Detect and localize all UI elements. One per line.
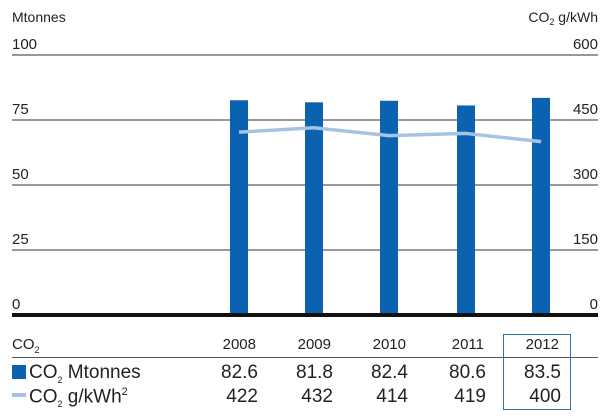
table-separator: [12, 357, 598, 358]
table-year-2008: 2008: [222, 336, 256, 353]
table-cell: 82.4: [371, 362, 408, 383]
table-cell: 432: [301, 386, 333, 407]
left-tick-label: 100: [12, 36, 37, 53]
highlight-box-2012: [503, 334, 571, 410]
right-tick-label: 450: [573, 101, 598, 118]
table-cell: 422: [226, 386, 258, 407]
right-tick-label: 300: [573, 166, 598, 183]
bar-2012: [532, 97, 550, 316]
bar-2011: [457, 105, 475, 315]
table-cell: 80.6: [449, 362, 486, 383]
bar-2008: [230, 100, 248, 316]
right-axis-title: CO2 g/kWh: [528, 9, 598, 27]
table-year-2011: 2011: [451, 336, 484, 353]
line-swatch-icon: [12, 393, 26, 398]
table-row-label: CO2 Mtonnes: [12, 362, 141, 385]
table-cell: 414: [376, 386, 408, 407]
right-tick-label: 0: [590, 296, 598, 313]
bar-swatch-icon: [12, 365, 26, 379]
left-tick-label: 0: [12, 296, 20, 313]
table-cell: 81.8: [296, 362, 333, 383]
table-cell: 419: [454, 386, 486, 407]
table-row-gkwh: CO2 g/kWh2 422 432 414 419 400: [0, 386, 609, 409]
bar-2010: [380, 100, 398, 315]
table-header-label: CO2: [12, 336, 40, 355]
right-tick-label: 150: [573, 231, 598, 248]
table-cell: 400: [529, 386, 561, 407]
table-year-2010: 2010: [372, 336, 406, 353]
co2-chart: Mtonnes CO2 g/kWh 100 600 75 450 50 300 25 150 0 0: [12, 9, 598, 317]
table-cell: 83.5: [524, 362, 561, 383]
right-tick-label: 600: [573, 36, 598, 53]
table-row-label: CO2 g/kWh2: [12, 386, 128, 409]
left-tick-label: 75: [12, 101, 29, 118]
table-cell: 82.6: [221, 362, 258, 383]
left-tick-label: 50: [12, 166, 29, 183]
table-row-mtonnes: CO2 Mtonnes 82.6 81.8 82.4 80.6 83.5: [0, 362, 609, 385]
bar-2009: [305, 102, 323, 315]
table-header-row: CO2 2008 2009 2010 2011 2012: [0, 336, 609, 358]
table-year-2012: 2012: [525, 336, 559, 353]
table-year-2009: 2009: [297, 336, 331, 353]
left-tick-label: 25: [12, 231, 29, 248]
left-axis-title: Mtonnes: [12, 9, 66, 25]
